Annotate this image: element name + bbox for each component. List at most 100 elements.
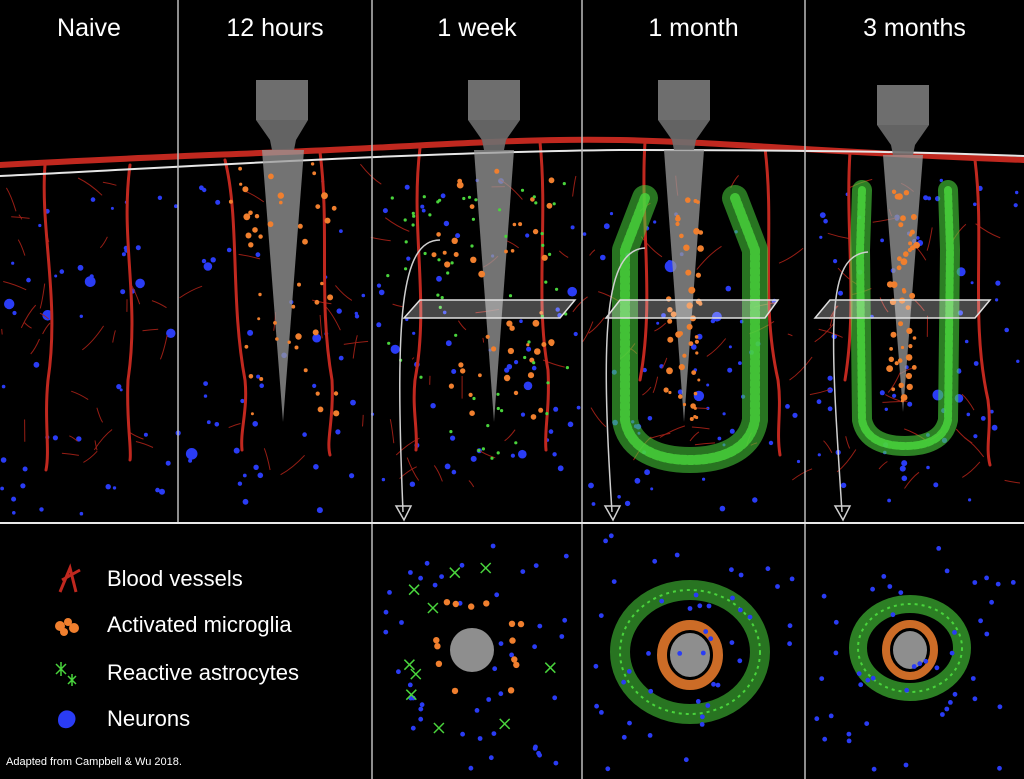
neuron-dot: [338, 355, 344, 361]
astrocyte-dot: [514, 441, 518, 445]
capillary: [94, 440, 98, 451]
section-neuron: [647, 733, 653, 738]
microglia-dot: [894, 361, 899, 366]
section-neuron: [997, 765, 1002, 771]
microglia-dot: [903, 251, 909, 257]
neuron-dot: [970, 281, 974, 285]
microglia-dot: [297, 282, 301, 287]
neuron-dot: [656, 321, 660, 325]
microglia-dot: [694, 339, 700, 344]
neuron-dot: [349, 473, 355, 479]
section-neuron: [687, 606, 693, 611]
microglia-dot: [268, 173, 274, 180]
section-neuron: [890, 612, 896, 618]
microglia-dot: [530, 197, 535, 202]
section-neuron: [562, 617, 568, 623]
neuron-dot: [827, 406, 833, 412]
section-neuron: [697, 603, 703, 609]
neuron-dot: [567, 421, 574, 428]
neuron-dot: [79, 511, 84, 516]
microglia-dot: [320, 281, 324, 286]
neuron-body: [4, 298, 15, 310]
section-neuron: [970, 676, 976, 681]
microglia-dot: [693, 199, 698, 203]
neuron-dot: [155, 487, 160, 493]
microglia-dot: [898, 222, 904, 228]
capillary: [335, 285, 353, 301]
microglia-dot: [905, 372, 913, 380]
neuron-dot: [1016, 359, 1020, 363]
arrow-3-months-head: [833, 505, 852, 522]
neuron-dot: [991, 424, 998, 431]
section-neuron: [828, 713, 834, 719]
section-neuron: [711, 681, 716, 687]
neuron-dot: [233, 447, 240, 454]
astrocyte-scars: [612, 180, 960, 473]
neuron-dot: [256, 374, 261, 379]
capillary: [642, 386, 652, 396]
capillary: [904, 471, 920, 489]
neuron-dot: [817, 453, 821, 457]
capillary: [882, 400, 908, 403]
section-neuron: [699, 722, 705, 727]
microglia-dot: [259, 377, 264, 381]
section-neuron: [383, 629, 389, 635]
neuron-dot: [255, 252, 261, 258]
section-neuron: [917, 661, 923, 667]
neuron-body: [84, 276, 96, 287]
microglia-dot: [667, 336, 674, 343]
microglia-dot: [228, 199, 233, 204]
section-microglia: [451, 687, 459, 695]
microglia-dot: [331, 205, 337, 211]
neuron-body: [518, 449, 527, 459]
astrocyte-dot: [540, 314, 544, 318]
section-neuron: [715, 682, 721, 688]
section-neuron: [729, 640, 735, 645]
astrocyte-dot: [419, 375, 423, 379]
section-neuron: [700, 714, 705, 720]
neuron-dot: [312, 383, 317, 388]
astrocyte-dot: [412, 214, 416, 218]
microglia-dot: [686, 302, 693, 309]
section-neuron: [864, 721, 870, 726]
section-astrocyte: [449, 567, 461, 579]
neuron-dot: [1, 384, 6, 389]
neuron-dot: [557, 465, 564, 472]
vessel: [223, 158, 248, 452]
vessel: [973, 158, 992, 467]
neuron-dot: [995, 298, 999, 302]
neuron-dot: [838, 290, 843, 296]
microglia-dot: [302, 238, 308, 245]
microglia-dot: [310, 162, 315, 166]
microglia-dot: [504, 249, 508, 254]
stage-label-naive: Naive: [57, 14, 121, 42]
neuron-dot: [257, 472, 264, 479]
section-neuron: [533, 563, 539, 568]
astrocyte-dot: [411, 223, 415, 227]
section-astrocyte: [480, 562, 492, 574]
microglia-dot: [690, 403, 696, 409]
neuron-dot: [833, 259, 838, 264]
section-neuron: [775, 584, 780, 589]
microglia-dot: [327, 294, 334, 301]
microglia-dot: [900, 215, 906, 222]
capillary: [42, 322, 51, 335]
capillary: [384, 217, 410, 232]
microglia-dot: [470, 256, 477, 263]
neuron-dot: [603, 223, 610, 230]
section-plane-1-week: [402, 299, 577, 319]
neuron-dot: [242, 473, 247, 478]
microglia-dot: [549, 341, 554, 347]
astrocyte-dot: [481, 447, 485, 451]
neuron-dot: [1015, 190, 1019, 195]
neuron-dot: [510, 453, 515, 458]
neuron-dot: [79, 314, 84, 318]
microglia-dot: [695, 351, 699, 355]
microglia-dot: [670, 311, 677, 318]
neuron-dot: [11, 261, 15, 265]
neuron-body: [312, 333, 322, 343]
microglia-dot: [333, 391, 339, 396]
neuron-dot: [884, 407, 888, 411]
astrocyte-dot: [386, 274, 390, 278]
neuron-dot: [555, 307, 560, 312]
